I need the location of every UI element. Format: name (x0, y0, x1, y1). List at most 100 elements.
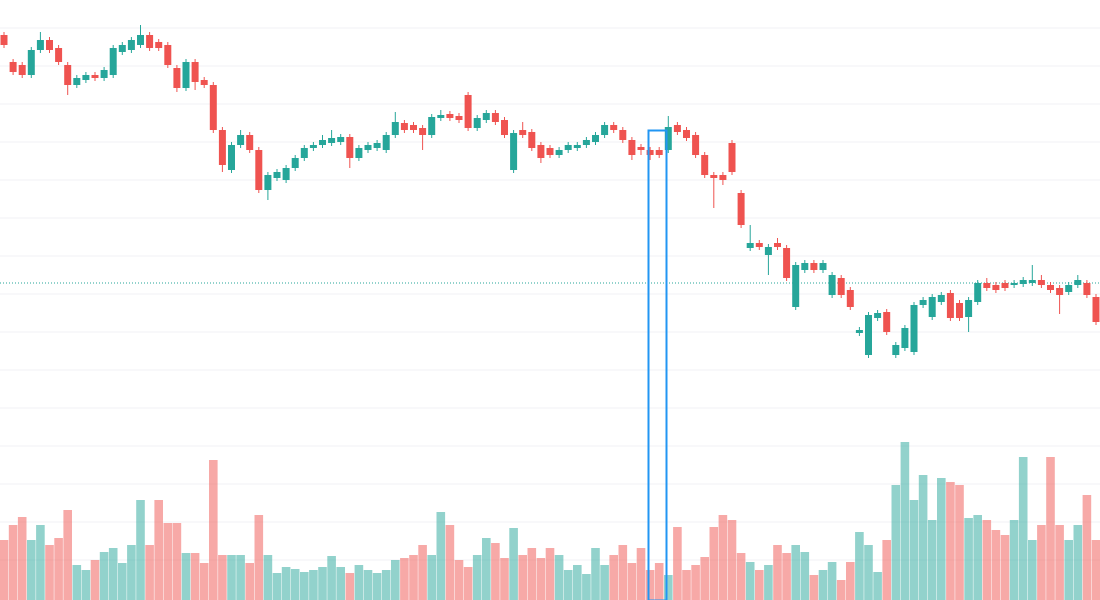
candle-body (728, 143, 736, 172)
candle-body (555, 150, 563, 155)
volume-bar (436, 512, 446, 600)
candle-body (1010, 283, 1018, 285)
candle-body (910, 305, 918, 352)
candle-body (209, 85, 217, 130)
candle-body (346, 137, 354, 158)
candle-body (983, 283, 991, 288)
volume-bar (727, 520, 737, 600)
candle-body (300, 148, 308, 158)
candle-body (746, 243, 754, 248)
candle-body (1056, 288, 1064, 295)
candle-body (1074, 280, 1082, 285)
candle-body (610, 125, 618, 130)
candle-body (701, 155, 709, 175)
volume-bar (409, 555, 418, 600)
volume-bar (218, 555, 227, 600)
candle-body (146, 35, 154, 48)
volume-bar (591, 548, 600, 600)
volume-bar (300, 572, 309, 600)
candle-body (355, 148, 363, 158)
volume-bar (1046, 457, 1055, 600)
volume-bar (381, 570, 391, 600)
volume-bar (418, 545, 427, 600)
candle-body (137, 35, 144, 45)
candle-body (264, 175, 272, 190)
volume-bar (937, 478, 946, 600)
candle-body (309, 145, 317, 148)
candle-body (100, 70, 108, 78)
candle-body (419, 128, 427, 135)
candle-body (564, 145, 572, 150)
volume-bar (1037, 525, 1046, 600)
candle-body (673, 125, 681, 132)
candle-body (118, 45, 126, 52)
grid (0, 27, 1100, 561)
volume-bar (927, 520, 937, 600)
candle-body (237, 135, 245, 145)
volume-bar (573, 565, 582, 600)
candle-body (974, 283, 982, 302)
candle-body (683, 130, 690, 138)
candle-body (892, 345, 900, 355)
volume-bar (17, 517, 27, 600)
volume-bar (627, 563, 637, 600)
volume-bar (0, 540, 9, 600)
volume-bar (290, 569, 300, 600)
volume-bar (1000, 535, 1010, 600)
volume-bar (254, 515, 264, 600)
volume-bar (964, 518, 973, 600)
candle-body (337, 137, 345, 142)
volume-bar (1082, 495, 1092, 600)
volume-pane (0, 442, 1100, 600)
candle-body (946, 293, 954, 318)
volume-bar (900, 442, 910, 600)
volume-bar (54, 538, 63, 600)
candle-body (228, 145, 235, 170)
volume-bar (545, 548, 555, 600)
volume-bar (136, 500, 145, 600)
candle-body (828, 275, 836, 295)
volume-bar (391, 560, 400, 600)
volume-bar (1018, 457, 1028, 600)
volume-bar (72, 565, 82, 600)
volume-bar (1091, 540, 1100, 600)
volume-bar (90, 560, 100, 600)
volume-bar (818, 570, 828, 600)
volume-bar (445, 525, 455, 600)
candle-body (218, 130, 226, 165)
price-pane (0, 25, 1100, 358)
volume-bar (955, 485, 964, 600)
candle-body (73, 78, 81, 85)
candle-body (9, 62, 17, 72)
volume-bar (45, 545, 54, 600)
candle-body (528, 132, 536, 148)
candle-body (1092, 297, 1100, 322)
volume-bar (582, 574, 591, 600)
candle-body (91, 75, 99, 78)
candle-body (655, 150, 663, 155)
volume-bar (855, 532, 864, 600)
volume-bar (700, 557, 709, 600)
candle-body (46, 40, 53, 50)
candle-body (965, 300, 973, 317)
candle-body (127, 40, 135, 50)
volume-bar (463, 567, 473, 600)
volume-bar (791, 545, 800, 600)
volume-bar (973, 515, 982, 600)
volume-bar (873, 572, 882, 600)
volume-bar (227, 555, 236, 600)
candle-body (1037, 280, 1045, 285)
candle-body (956, 303, 963, 318)
candle-body (291, 158, 299, 168)
candle-body (182, 62, 190, 88)
volume-bar (491, 543, 500, 600)
candle-body (764, 247, 772, 255)
volume-bar (836, 580, 846, 600)
volume-bar (764, 565, 773, 600)
candle-body (464, 95, 472, 128)
volume-bar (609, 555, 618, 600)
volume-bar (199, 563, 209, 600)
candle-body (801, 263, 809, 270)
volume-bar (636, 548, 646, 600)
candle-body (692, 135, 700, 155)
